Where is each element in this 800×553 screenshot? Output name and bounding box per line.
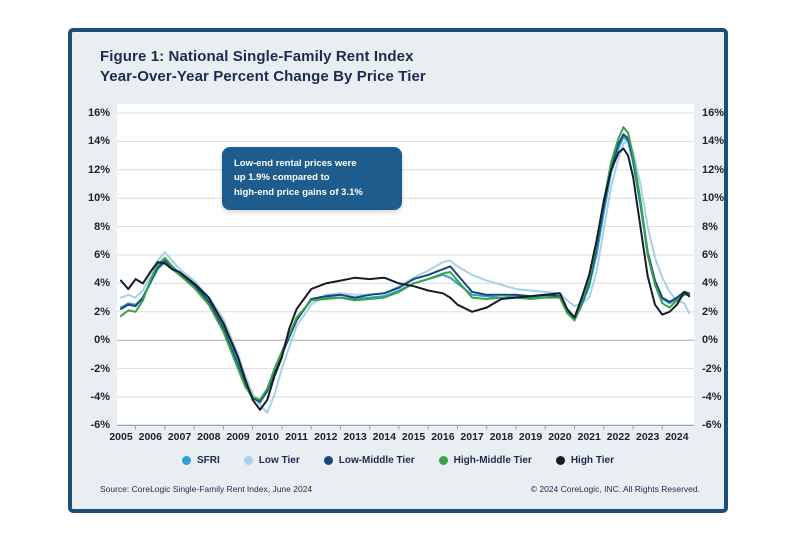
rent-index-line-chart	[117, 112, 694, 430]
x-tick-label: 2024	[665, 431, 689, 443]
x-tick-label: 2017	[460, 431, 484, 443]
y-tick-label-left: 2%	[94, 305, 110, 318]
y-tick-label-right: 10%	[702, 192, 725, 205]
x-tick-label: 2022	[606, 431, 631, 443]
x-tick-label: 2009	[226, 431, 250, 443]
x-tick-label: 2010	[255, 431, 279, 443]
legend-item-high-tier: High Tier	[555, 454, 614, 466]
series-line-low-tier	[120, 139, 691, 414]
series-line-high-middle-tier	[120, 126, 691, 401]
x-tick-label: 2018	[489, 431, 514, 443]
figure-title: Figure 1: National Single-Family Rent In…	[100, 48, 426, 86]
y-tick-label-right: 0%	[702, 334, 718, 347]
y-tick-label-left: 14%	[87, 135, 110, 148]
legend-item-low-tier: Low Tier	[243, 454, 300, 466]
y-tick-label-left: -4%	[90, 391, 110, 403]
y-tick-label-right: 2%	[702, 305, 718, 318]
x-tick-label: 2019	[518, 431, 543, 443]
y-tick-label-right: 12%	[702, 163, 725, 176]
figure-card: Figure 1: National Single-Family Rent In…	[68, 28, 728, 513]
legend-dot-icon	[555, 455, 565, 465]
y-tick-label-left: 10%	[87, 192, 110, 205]
chart-legend: SFRI Low Tier Low-Middle Tier High-Middle T…	[72, 452, 724, 468]
y-tick-label-right: 4%	[702, 277, 718, 290]
y-tick-label-right: 16%	[702, 107, 725, 119]
x-tick-label: 2013	[343, 431, 367, 443]
callout-annotation: Low-end rental prices were up 1.9% compa…	[222, 147, 402, 210]
series-line-high-tier	[120, 147, 691, 411]
copyright-note: © 2024 CoreLogic, INC. All Rights Reserv…	[530, 484, 700, 494]
y-tick-label-right: 6%	[702, 249, 718, 261]
y-tick-label-right: 14%	[702, 135, 725, 148]
x-tick-label: 2011	[285, 431, 308, 443]
legend-label: Low Tier	[258, 454, 300, 466]
legend-dot-icon	[438, 455, 448, 465]
legend-item-low-middle-tier: Low-Middle Tier	[323, 454, 415, 466]
x-tick-label: 2014	[372, 431, 396, 443]
plot-area: 16% 16% 14% 14% 12% 12% 10% 10% 8% 8% 6% 6% 4% 4% 2% 2%…	[88, 104, 724, 443]
x-tick-label: 2005	[109, 431, 133, 443]
y-tick-label-right: 8%	[702, 220, 718, 233]
y-tick-label-left: -6%	[90, 419, 110, 432]
y-tick-label-left: 12%	[87, 163, 110, 176]
source-note: Source: CoreLogic Single-Family Rent Ind…	[100, 484, 313, 494]
legend-dot-icon	[323, 455, 333, 465]
x-tick-label: 2008	[197, 431, 221, 443]
x-tick-label: 2015	[401, 431, 426, 443]
y-tick-label-left: 16%	[87, 107, 110, 119]
x-tick-label: 2023	[636, 431, 660, 443]
y-tick-label-left: 8%	[94, 220, 110, 233]
legend-dot-icon	[182, 455, 192, 465]
y-tick-label-right: -2%	[702, 362, 722, 375]
y-tick-label-left: -2%	[90, 362, 110, 375]
series-line-low-middle-tier	[120, 133, 691, 403]
x-tick-label: 2007	[167, 431, 192, 443]
legend-dot-icon	[243, 455, 253, 465]
legend-label: High-Middle Tier	[453, 454, 532, 466]
legend-label: SFRI	[197, 454, 220, 466]
y-tick-label-left: 0%	[94, 334, 110, 347]
y-tick-label-right: -4%	[702, 391, 722, 403]
x-tick-label: 2012	[314, 431, 338, 443]
legend-item-high-middle-tier: High-Middle Tier	[438, 454, 532, 466]
x-tick-label: 2016	[431, 431, 455, 443]
legend-label: Low-Middle Tier	[338, 454, 415, 466]
legend-label: High Tier	[570, 454, 614, 466]
x-tick-label: 2021	[577, 431, 601, 443]
legend-item-sfri: SFRI	[182, 455, 220, 466]
x-tick-label: 2020	[548, 431, 572, 443]
y-tick-label-left: 6%	[94, 249, 110, 261]
y-tick-label-left: 4%	[94, 277, 110, 290]
y-tick-label-right: -6%	[702, 419, 722, 432]
x-tick-label: 2006	[138, 431, 162, 443]
series-line-sfri	[120, 136, 691, 404]
